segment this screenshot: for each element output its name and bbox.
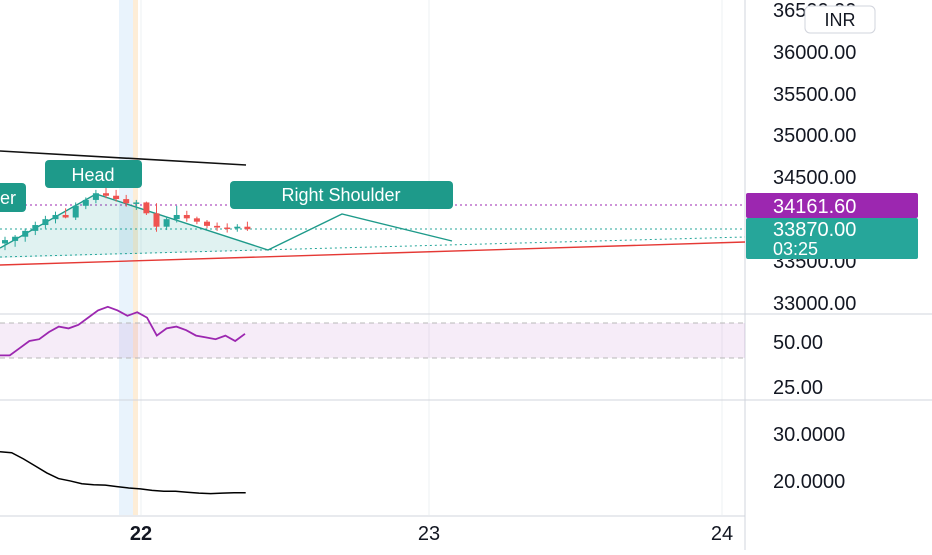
candle-body: [82, 199, 89, 206]
candle-body: [214, 225, 221, 228]
candle: [173, 205, 180, 223]
level-price-badge: 34161.60: [746, 193, 918, 218]
oscillator-line: [0, 451, 246, 495]
rsi-pane: [0, 305, 745, 359]
price-tick: 33000.00: [773, 293, 856, 315]
rsi-band: [0, 323, 745, 358]
candle: [244, 221, 251, 231]
candle: [234, 224, 241, 232]
candle: [204, 220, 210, 229]
currency-button[interactable]: INR: [804, 5, 876, 34]
price-tick: 35000.00: [773, 125, 856, 147]
time-tick: 24: [711, 523, 733, 545]
price-tick: 35500.00: [773, 84, 856, 106]
price-pane: [0, 150, 746, 266]
candle-body: [92, 193, 99, 200]
candle-body: [163, 219, 170, 227]
candle-body: [52, 214, 59, 220]
last-price-badge: 33870.00 03:25: [746, 218, 918, 259]
time-tick: 23: [418, 523, 440, 545]
candle-body: [42, 219, 49, 226]
resistance-trendline[interactable]: [0, 150, 247, 166]
candle-body: [153, 213, 160, 227]
right-shoulder-label[interactable]: Right Shoulder: [230, 181, 453, 209]
rsi-tick: 50.00: [773, 332, 823, 354]
candle: [193, 216, 200, 225]
candle: [42, 215, 49, 229]
candle-body: [22, 230, 29, 237]
oscillator-tick: 30.0000: [773, 424, 845, 446]
rsi-tick: 25.00: [773, 377, 823, 399]
candle: [113, 189, 120, 202]
candle-body: [234, 226, 241, 229]
time-tick: 22: [130, 523, 152, 545]
candle-body: [113, 195, 120, 200]
head-shoulders-outline[interactable]: [0, 193, 453, 251]
candle-body: [2, 240, 8, 244]
candle-body: [103, 193, 109, 196]
candle-body: [244, 226, 251, 230]
candle: [214, 222, 221, 231]
candle-body: [133, 202, 140, 204]
candle-body: [12, 236, 19, 241]
candle-body: [72, 205, 79, 218]
candle: [72, 202, 79, 221]
candle-body: [224, 227, 231, 230]
candle-body: [32, 225, 39, 231]
candlesticks: [2, 184, 251, 251]
left-shoulder-label[interactable]: er: [0, 183, 26, 212]
neckline-dotted: [0, 236, 746, 258]
candle-body: [183, 214, 190, 219]
candle-body: [173, 214, 180, 220]
oscillator-pane: [0, 451, 246, 495]
candle-body: [143, 202, 150, 214]
candle: [12, 235, 19, 247]
left-shoulder-label-text: er: [0, 188, 16, 208]
candle-body: [123, 199, 130, 204]
candle-body: [193, 218, 200, 222]
candle: [143, 201, 150, 215]
candle: [22, 228, 29, 242]
countdown-text: 03:25: [773, 239, 818, 259]
candle: [82, 197, 89, 210]
price-tick: 34500.00: [773, 167, 856, 189]
candle: [153, 203, 160, 232]
candle: [2, 236, 8, 251]
head-label[interactable]: Head: [45, 160, 142, 188]
candle: [133, 199, 140, 210]
oscillator-tick: 20.0000: [773, 471, 845, 493]
candle: [224, 223, 231, 233]
candle: [92, 189, 99, 204]
candle: [123, 194, 130, 207]
candle-body: [62, 214, 69, 218]
head-label-text: Head: [71, 165, 114, 185]
time-axis[interactable]: 22 23 24: [130, 523, 733, 545]
last-price-text: 33870.00: [773, 219, 856, 241]
candle: [163, 216, 170, 231]
head-shoulders-fill: [0, 194, 268, 258]
level-price-text: 34161.60: [773, 196, 856, 218]
vertical-grid: [140, 0, 723, 515]
candle: [62, 208, 69, 219]
candle: [32, 221, 39, 236]
rsi-line: [0, 305, 246, 357]
candle-body: [204, 221, 210, 226]
currency-label: INR: [825, 10, 856, 30]
support-trendline[interactable]: [0, 241, 746, 266]
price-tick: 36000.00: [773, 42, 856, 64]
right-shoulder-label-text: Right Shoulder: [281, 185, 400, 205]
candle: [52, 211, 59, 224]
session-highlight-orange: [133, 0, 138, 515]
candle: [183, 210, 190, 222]
session-highlight-blue: [119, 0, 133, 515]
